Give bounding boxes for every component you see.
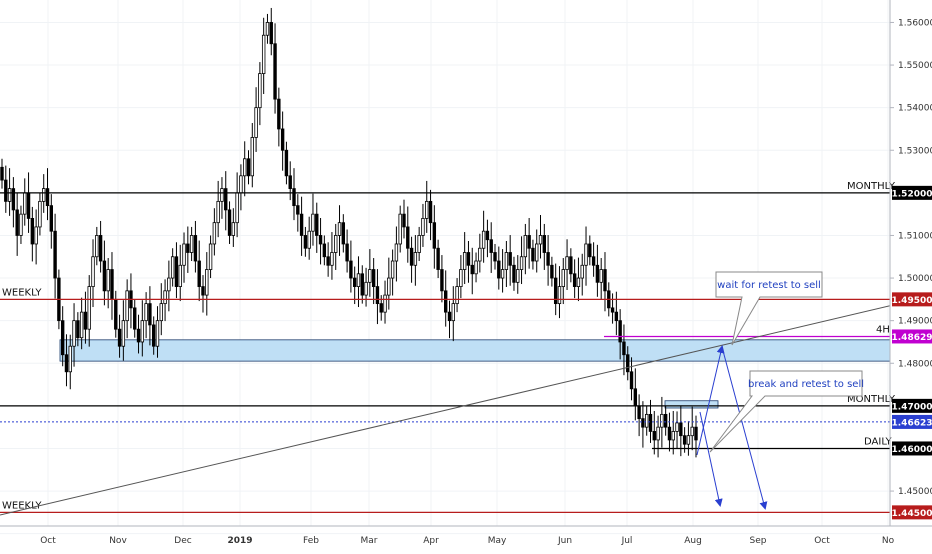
x-tick-label-12: Oct	[814, 536, 830, 546]
y-tick-label-11: 1.45000	[898, 487, 932, 497]
callout-break-text: break and retest to sell	[748, 379, 864, 390]
y-tick-label-8: 1.48000	[898, 359, 932, 369]
y-tick-label-6: 1.50000	[898, 274, 932, 284]
x-tick-label-9: Jul	[621, 536, 633, 546]
level-label-2: 4H	[876, 324, 890, 335]
x-tick-label-1: Nov	[109, 536, 127, 546]
x-tick-label-3: 2019	[227, 536, 252, 546]
y-tick-label-5: 1.51000	[898, 231, 932, 241]
x-tick-label-6: Apr	[423, 536, 439, 546]
zone-1	[665, 401, 718, 408]
y-tick-label-3: 1.53000	[898, 146, 932, 156]
x-tick-label-0: Oct	[40, 536, 56, 546]
price-tag-label-2: 1.48629	[892, 333, 932, 343]
price-tag-label-4: 1.46623	[892, 418, 932, 428]
level-label-0: MONTHLY	[847, 181, 896, 192]
zone-0	[60, 340, 890, 361]
x-tick-label-7: May	[488, 536, 507, 546]
x-tick-label-2: Dec	[174, 536, 191, 546]
x-tick-label-5: Mar	[361, 536, 378, 546]
level-label-1: WEEKLY	[2, 287, 42, 298]
price-tag-label-0: 1.52000	[892, 189, 932, 199]
x-tick-label-4: Feb	[303, 536, 319, 546]
y-tick-label-7: 1.49000	[898, 317, 932, 327]
price-tag-label-1: 1.49500	[892, 296, 932, 306]
price-tag-label-5: 1.46000	[892, 445, 932, 455]
y-tick-label-1: 1.55000	[898, 61, 932, 71]
x-tick-label-10: Aug	[684, 536, 702, 546]
price-tag-label-6: 1.44500	[892, 509, 932, 519]
x-tick-label-13: No	[882, 536, 895, 546]
level-label-5: DAILY	[864, 436, 893, 447]
y-tick-label-2: 1.54000	[898, 104, 932, 114]
x-tick-label-8: Jun	[557, 536, 572, 546]
y-tick-label-0: 1.56000	[898, 18, 932, 28]
price-tag-label-3: 1.47000	[892, 402, 932, 412]
x-tick-label-11: Sep	[750, 536, 767, 546]
callout-wait-text: wait for retest to sell	[717, 280, 821, 291]
